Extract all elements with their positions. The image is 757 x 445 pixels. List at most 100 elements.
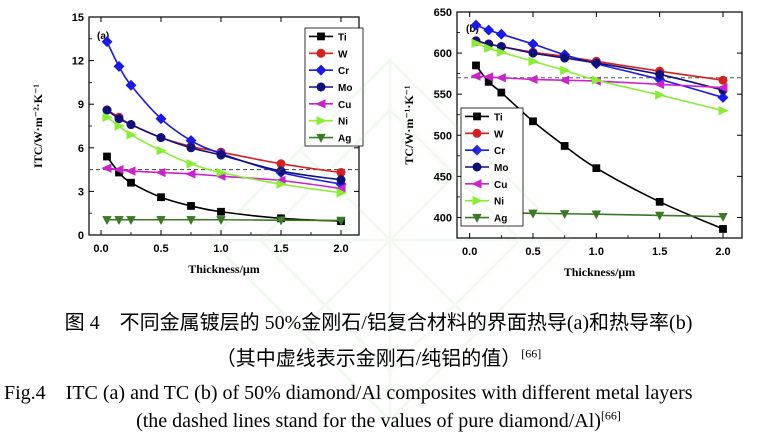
y-tick-label-a: 9 — [78, 99, 84, 111]
data-point-ag-b — [718, 212, 728, 222]
data-point-mo-b — [591, 58, 601, 68]
data-point-ag-a — [156, 216, 166, 226]
data-point-mo-a — [276, 166, 286, 176]
x-tick-label-b: 2.0 — [715, 246, 730, 258]
data-point-cu-a — [185, 169, 196, 179]
legend-marker-mo-a — [316, 82, 326, 92]
data-point-mo-a — [156, 133, 166, 143]
data-point-ag-a — [186, 216, 196, 226]
data-point-ag-a — [336, 216, 346, 226]
data-point-mo-b — [528, 48, 538, 58]
x-tick-label-b: 1.0 — [589, 246, 604, 258]
legend-label-w-b: W — [494, 129, 504, 140]
legend-label-ti-b: Ti — [494, 112, 503, 123]
data-point-mo-b — [560, 53, 570, 63]
x-axis-title-a: Thickness/μm — [188, 262, 259, 276]
legend-label-cu-b: Cu — [494, 180, 507, 191]
data-point-ni-b — [591, 75, 603, 85]
data-point-mo-a — [216, 150, 226, 160]
legend-label-ti-a: Ti — [338, 32, 347, 43]
y-tick-label-b: 400 — [434, 212, 452, 224]
data-point-ag-a — [276, 216, 286, 226]
chart-panel-b: 0.0 0.5 1.0 1.5 2.0 400 450 500 550 600 650 Thickne… — [402, 7, 743, 279]
legend-marker-ag-b — [472, 213, 482, 223]
x-tick-label-a: 0.5 — [153, 243, 168, 255]
y-tick-label-b: 600 — [434, 48, 452, 60]
legend-label-w-a: W — [338, 49, 348, 60]
legend-marker-ti-b — [473, 112, 481, 121]
data-point-ti-a — [103, 152, 111, 161]
legend-marker-ni-a — [316, 116, 327, 126]
chart-panel-a: 0.0 0.5 1.0 1.5 2.0 0 3 6 9 12 15 Thickness/μm ITC/W… — [31, 12, 364, 276]
x-tick-label-a: 0.0 — [93, 243, 108, 255]
y-tick-label-b: 500 — [434, 130, 452, 142]
data-point-ti-a — [187, 202, 195, 210]
data-point-w-b — [718, 75, 728, 85]
data-point-ni-b — [718, 105, 729, 116]
panel-label-a: (a) — [97, 31, 109, 42]
data-point-ni-b — [655, 90, 666, 100]
figure-charts: 0.0 0.5 1.0 1.5 2.0 0 3 6 9 12 15 Thickness/μm ITC/W… — [31, 7, 743, 279]
legend-label-cr-b: Cr — [494, 146, 505, 157]
legend-label-mo-b: Mo — [494, 163, 508, 174]
data-point-ag-b — [654, 211, 665, 221]
legend-marker-cr-a — [315, 64, 327, 76]
legend-marker-ni-b — [472, 196, 483, 206]
data-point-ni-a — [102, 112, 113, 122]
data-point-ti-a — [127, 178, 135, 187]
data-point-ti-b — [472, 61, 480, 70]
series-line-ag-a — [106, 218, 342, 222]
data-point-ti-b — [719, 225, 727, 233]
x-tick-label-a: 1.0 — [213, 243, 228, 255]
y-tick-label-a: 3 — [78, 186, 84, 198]
data-point-ni-a — [186, 159, 197, 169]
data-point-mo-a — [126, 120, 136, 130]
data-point-mo-a — [114, 114, 124, 124]
data-point-cu-a — [113, 164, 124, 175]
data-point-ni-b — [528, 56, 539, 66]
y-tick-label-b: 450 — [434, 171, 452, 183]
legend-label-ni-a: Ni — [338, 117, 348, 128]
legend-label-ag-b: Ag — [494, 214, 507, 225]
data-point-ni-b — [484, 43, 495, 53]
legend-marker-cr-b — [471, 144, 483, 156]
caption-chinese-reference: [66] — [521, 346, 542, 361]
data-point-ni-a — [336, 188, 347, 198]
legend-marker-ti-a — [317, 32, 325, 41]
y-tick-label-b: 650 — [434, 7, 452, 19]
x-tick-label-a: 2.0 — [333, 243, 348, 255]
legend-label-mo-a: Mo — [338, 83, 352, 94]
data-point-ti-b — [497, 88, 506, 97]
caption-chinese-line2: （其中虚线表示金刚石/纯铝的值）[66] — [215, 346, 542, 370]
caption-english-reference: [66] — [600, 408, 621, 423]
y-axis-title-a: ITC/W·m⁻²·K⁻¹ — [31, 84, 45, 168]
x-tick-label-a: 1.5 — [273, 243, 288, 255]
data-point-mo-a — [336, 175, 346, 185]
x-tick-label-b: 0.0 — [462, 246, 477, 258]
data-point-ti-b — [655, 197, 664, 206]
data-point-cr-a — [113, 60, 125, 72]
data-point-ti-b — [592, 164, 601, 173]
data-point-cu-a — [101, 163, 112, 173]
legend-label-ni-b: Ni — [494, 197, 504, 208]
y-axis-title-b: TC/W·m⁻¹·K⁻¹ — [402, 85, 416, 165]
data-point-cu-b — [482, 72, 494, 82]
data-point-cr-b — [495, 28, 507, 40]
legend-marker-cu-b — [471, 179, 482, 189]
data-point-ag-a — [216, 216, 226, 226]
legend-label-cr-a: Cr — [338, 66, 349, 77]
data-point-ti-b — [529, 117, 537, 126]
x-axis-title-b: Thickness/μm — [564, 265, 635, 279]
data-point-cu-b — [653, 79, 665, 89]
x-tick-label-b: 0.5 — [525, 246, 540, 258]
data-point-cu-b — [558, 75, 570, 85]
data-point-ni-a — [114, 121, 125, 131]
x-tick-label-b: 1.5 — [652, 246, 667, 258]
data-point-ti-b — [560, 142, 569, 150]
data-point-cr-a — [125, 79, 137, 91]
data-point-ni-a — [126, 130, 137, 140]
data-point-cu-a — [125, 166, 136, 176]
data-point-ti-a — [157, 193, 165, 202]
legend-label-cu-a: Cu — [338, 100, 351, 111]
data-point-ag-b — [528, 209, 538, 219]
